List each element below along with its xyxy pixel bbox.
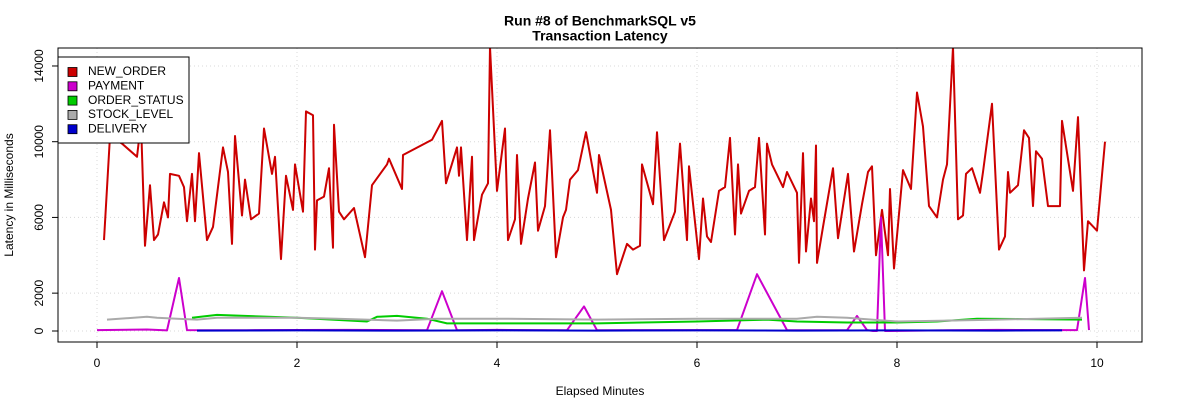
legend-label: DELIVERY	[88, 121, 147, 135]
x-axis-label: Elapsed Minutes	[556, 384, 645, 398]
series-line	[106, 315, 1083, 323]
series-line	[96, 216, 1090, 332]
legend-swatch	[67, 95, 78, 106]
plot-frame	[57, 47, 1143, 343]
y-tick-label: 6000	[32, 204, 46, 231]
x-tick-label: 6	[694, 356, 701, 370]
grid	[58, 48, 1142, 342]
x-tick-label: 10	[1090, 356, 1104, 370]
x-tick-label: 4	[494, 356, 501, 370]
legend-swatch	[67, 67, 78, 77]
legend-label: PAYMENT	[88, 78, 145, 92]
legend-swatch	[67, 110, 78, 120]
y-tick-label: 2000	[32, 279, 46, 306]
y-tick-label: 0	[32, 327, 46, 334]
y-axis-label: Latency in Milliseconds	[2, 133, 16, 256]
series-line	[103, 48, 1106, 276]
legend-label: NEW_ORDER	[88, 64, 166, 78]
chart-title: Run #8 of BenchmarkSQL v5	[504, 13, 696, 29]
plot-lines	[96, 48, 1106, 332]
legend-swatch	[67, 81, 78, 92]
x-tick-label: 8	[894, 356, 901, 370]
y-tick-label: 14000	[32, 49, 46, 83]
chart-subtitle: Transaction Latency	[532, 28, 668, 44]
legend-box	[57, 56, 190, 144]
x-tick-label: 2	[294, 356, 301, 370]
x-tick-label: 0	[94, 356, 101, 370]
legend: NEW_ORDERPAYMENTORDER_STATUSSTOCK_LEVELD…	[57, 56, 190, 144]
legend-label: STOCK_LEVEL	[88, 107, 173, 121]
y-tick-label: 10000	[32, 125, 46, 159]
legend-label: ORDER_STATUS	[88, 93, 184, 107]
legend-swatch	[67, 124, 78, 135]
